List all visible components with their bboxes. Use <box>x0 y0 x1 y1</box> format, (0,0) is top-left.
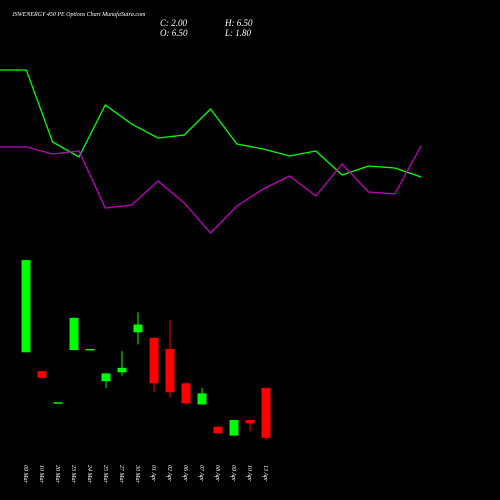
x-tick-label: 13 Apr <box>262 465 268 482</box>
x-tick-label: 10 Mar <box>38 465 44 483</box>
x-tick-label: 30 Mar <box>134 464 140 483</box>
candle-body <box>85 348 95 351</box>
candle-body <box>117 367 127 373</box>
x-tick-label: 01 Apr <box>150 465 156 482</box>
x-tick-label: 20 Mar <box>54 465 60 483</box>
x-tick-label: 25 Mar <box>102 465 108 483</box>
candle-body <box>213 426 223 434</box>
x-tick-label: 09 Apr <box>230 465 236 482</box>
candle-body <box>245 420 255 424</box>
candle-body <box>181 383 191 404</box>
x-tick-label: 08 Apr <box>214 465 220 482</box>
x-tick-label: 09 Mar <box>22 465 28 483</box>
candle-body <box>229 420 239 436</box>
candle-body <box>165 348 175 393</box>
candle-body <box>101 373 111 382</box>
x-tick-label: 10 Apr <box>246 465 252 482</box>
info-open: O: 6.50 <box>160 28 188 38</box>
x-tick-label: 06 Apr <box>182 465 188 482</box>
candle-body <box>261 387 271 438</box>
candle-body <box>197 393 207 405</box>
candle-body <box>53 402 63 404</box>
chart-title: JSWENERGY 450 PE Options Chart MunafaSut… <box>12 11 146 18</box>
info-low: L: 1.80 <box>224 28 252 38</box>
candle-body <box>69 317 79 351</box>
info-high: H: 6.50 <box>224 18 253 28</box>
x-tick-label: 27 Mar <box>118 465 124 483</box>
candle-body <box>133 324 143 333</box>
candle-body <box>37 371 47 378</box>
candle-body <box>21 260 31 353</box>
x-tick-label: 02 Apr <box>166 465 172 482</box>
x-tick-label: 23 Mar <box>70 465 76 483</box>
x-tick-label: 24 Mar <box>86 465 93 483</box>
candle-body <box>149 337 159 384</box>
x-tick-label: 07 Apr <box>198 465 204 482</box>
line <box>0 145 422 234</box>
line <box>0 69 422 178</box>
info-close: C: 2.00 <box>160 18 188 28</box>
